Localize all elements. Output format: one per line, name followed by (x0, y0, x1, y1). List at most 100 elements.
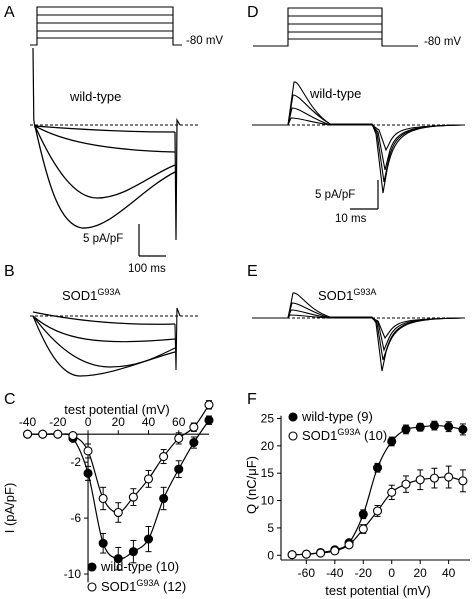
f-series-2-point (444, 472, 454, 482)
f-series-1-point (415, 422, 425, 432)
f-x-tick-label: 40 (442, 566, 456, 580)
c-series-2-point (68, 431, 78, 441)
f-x-tick-label: -20 (355, 566, 373, 580)
f-series-1-point (387, 436, 397, 447)
panel-letter-b: B (4, 263, 15, 280)
f-y-tick-label: 15 (261, 466, 275, 480)
c-series-2-point (23, 429, 33, 439)
c-series-1-point (174, 464, 184, 474)
panel-b-current-traces (30, 307, 200, 377)
f-y-tick-label: 20 (261, 439, 275, 453)
c-series-1-legend-label: wild-type (10) (100, 559, 179, 574)
c-series-2-point (128, 492, 138, 502)
c-series-2-legend-marker (87, 582, 97, 592)
c-series-1-point (189, 438, 199, 448)
panel-e-condition-label: SOD1G93A (318, 287, 376, 303)
f-series-2-point (372, 506, 383, 516)
c-series-1-point (143, 534, 154, 544)
c-series-1-point (113, 554, 123, 564)
f-series-2-legend-marker (288, 431, 298, 441)
panel-d-scale-y-label: 5 pA/pF (315, 189, 355, 201)
c-x-tick-label: -20 (49, 415, 67, 429)
c-y-axis-label: I (pA/pF) (2, 483, 17, 534)
f-series-1-point (372, 463, 383, 473)
c-y-tick-label: -2 (70, 455, 81, 469)
c-series-1-legend-marker (87, 562, 97, 572)
c-x-tick-label: 40 (142, 415, 156, 429)
panel-letter-f: F (247, 391, 257, 408)
f-series-1-point (401, 424, 411, 434)
f-series-2-point (401, 479, 411, 489)
panel-a-scale-y-label: 5 pA/pF (83, 233, 123, 245)
panel-d-voltage-protocol (253, 7, 418, 47)
f-series-2-point (387, 487, 397, 497)
c-series-2-point (53, 429, 63, 439)
panel-d-condition-label: wild-type (309, 86, 361, 101)
f-y-axis-label: Q (nC/μF) (244, 456, 259, 514)
panel-a-holding-label: -80 mV (186, 35, 223, 47)
c-series-2-legend-label: SOD1G93A (12) (101, 578, 186, 594)
c-x-tick-label: 60 (172, 415, 186, 429)
c-x-tick-label: -40 (19, 415, 37, 429)
f-series-2-point (358, 524, 368, 534)
f-series-2-point (429, 473, 439, 483)
f-x-tick-label: -60 (298, 566, 316, 580)
iv-curve-chart: -40 -20 0 20 40 60 -2 -6 -10 test potential (mV) I… (2, 400, 214, 594)
c-y-tick-label: -10 (64, 567, 82, 581)
f-y-tick-label: 10 (261, 494, 275, 508)
f-x-tick-label: -40 (326, 566, 344, 580)
f-series-2-point (287, 550, 297, 560)
charge-voltage-chart: 0 5 10 15 20 25 -60 -40 -20 0 20 40 test potential (… (244, 409, 470, 598)
c-series-1-point (159, 493, 169, 504)
panel-letter-c: C (4, 391, 16, 408)
c-series-2-point (113, 507, 123, 518)
c-series-2-point (174, 433, 184, 443)
c-series-1-point (98, 538, 108, 548)
f-series-2-point (301, 549, 311, 559)
panel-a-voltage-protocol (30, 6, 182, 46)
panel-a-scale-x-label: 100 ms (128, 263, 166, 275)
f-series-1-point (458, 424, 468, 434)
f-series-1-point (429, 421, 439, 431)
c-series-2-point (204, 400, 214, 410)
c-series-1-point (128, 547, 138, 557)
c-x-tick-label: 0 (85, 415, 92, 429)
f-x-tick-label: 20 (414, 566, 428, 580)
f-series-2-legend-label: SOD1G93A (10) (302, 427, 387, 443)
panel-letter-e: E (247, 263, 258, 280)
f-series-1-legend-marker (288, 412, 298, 422)
c-x-tick-label: 20 (112, 415, 126, 429)
panel-letter-a: A (4, 4, 15, 21)
panel-a-condition-label: wild-type (69, 89, 121, 104)
c-series-1-point (83, 468, 93, 478)
f-x-axis-label: test potential (mV) (325, 583, 431, 598)
c-series-2-point (159, 452, 169, 462)
panel-d-scale-bar (350, 180, 379, 210)
c-x-axis-label: test potential (mV) (64, 402, 170, 417)
f-series-1-fit-line (292, 424, 463, 556)
c-series-2-point (83, 446, 93, 456)
panel-a-current-traces (30, 47, 200, 241)
f-series-2-point (316, 548, 326, 558)
f-series-1-point (358, 509, 368, 519)
f-y-tick-label: 0 (267, 548, 274, 562)
panel-d-charge-traces (252, 81, 465, 194)
c-series-2-point (98, 493, 108, 504)
f-series-2-point (330, 546, 340, 556)
f-series-2-point (344, 540, 354, 550)
f-series-2-point (415, 475, 425, 485)
panel-a-scale-bar (138, 224, 166, 257)
panel-d-holding-label: -80 mV (424, 36, 461, 48)
c-series-2-point (143, 474, 154, 484)
panel-letter-d: D (247, 4, 259, 21)
f-y-tick-label: 5 (267, 521, 274, 535)
f-series-2-point (458, 476, 468, 486)
c-series-2-point (38, 429, 48, 439)
c-y-tick-label: -6 (70, 511, 81, 525)
f-y-tick-label: 25 (261, 411, 275, 425)
panel-b-condition-label: SOD1G93A (62, 287, 120, 303)
f-x-tick-label: 0 (388, 566, 395, 580)
panel-e-charge-traces (252, 292, 465, 372)
c-series-1-point (204, 415, 214, 425)
